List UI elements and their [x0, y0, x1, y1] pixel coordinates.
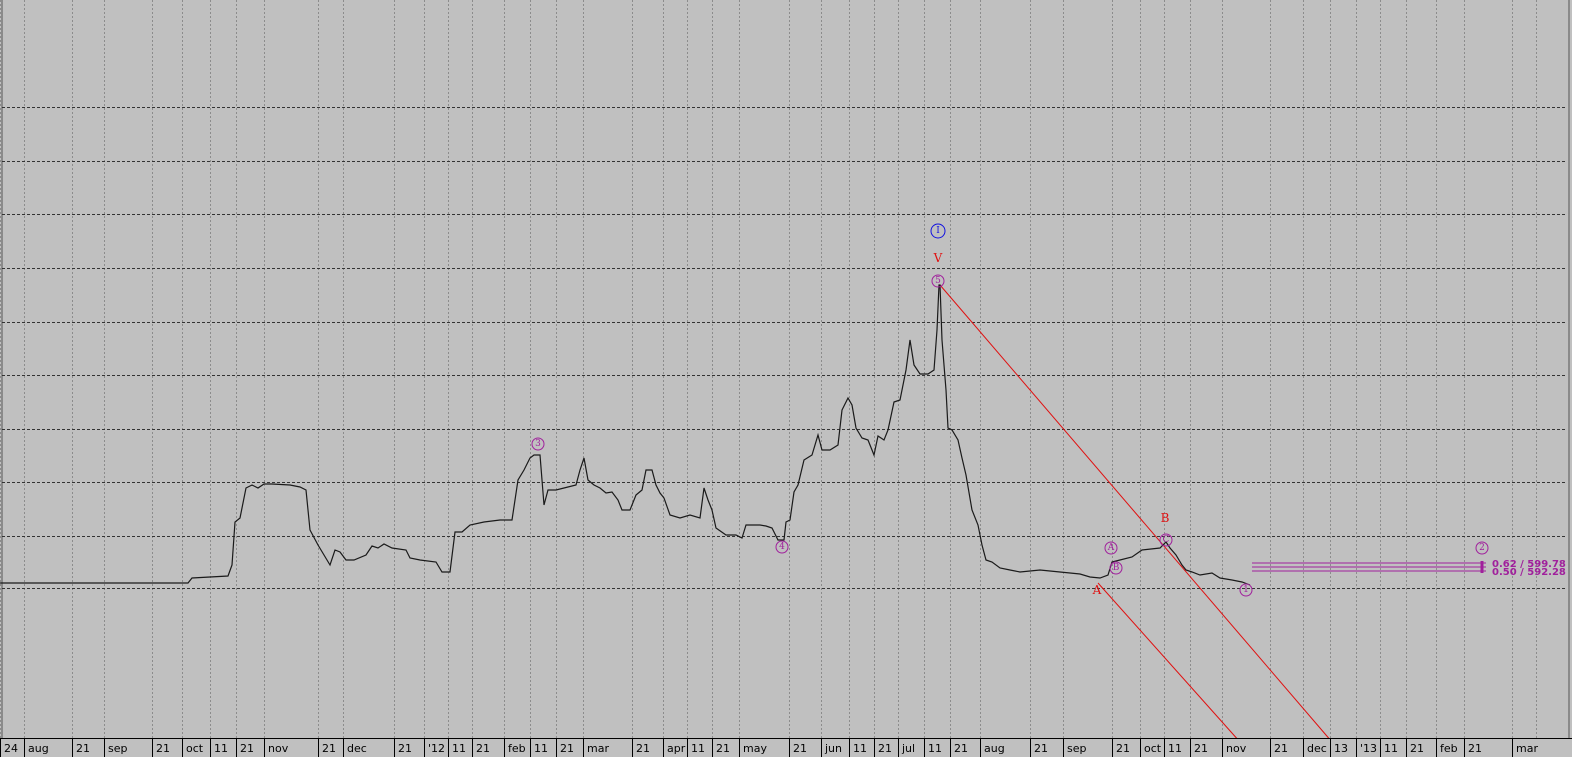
- x-axis-tick-label: sep: [108, 742, 127, 755]
- x-axis-tick-label: 24: [4, 742, 18, 755]
- x-axis-tick-label: feb: [508, 742, 526, 755]
- wave-circle-ring: [775, 540, 789, 554]
- x-axis-tick-label: 21: [793, 742, 807, 755]
- x-axis-tick-label: sep: [1067, 742, 1086, 755]
- wave-circle-text: C: [1163, 535, 1170, 545]
- x-axis-tick-label: aug: [984, 742, 1005, 755]
- x-axis-tick-label: 11: [928, 742, 942, 755]
- x-axis-tick-label: apr: [667, 742, 686, 755]
- x-axis-tick-label: 21: [76, 742, 90, 755]
- x-axis-tick-label: 11: [853, 742, 867, 755]
- price-series-line: [0, 284, 1251, 586]
- x-axis-band: [0, 738, 1572, 757]
- wave-circle-2: 2: [1475, 541, 1489, 555]
- price-level-label: 0.62 / 599.78: [1492, 559, 1566, 570]
- vertical-gridlines: [0, 0, 1570, 738]
- wave-circle-1: 1: [1239, 583, 1253, 597]
- x-axis-tick-label: dec: [347, 742, 367, 755]
- wave-circle-text: I: [936, 226, 940, 236]
- wave-circle-text: 3: [535, 439, 541, 449]
- wave-circle-text: 2: [1479, 543, 1485, 553]
- x-axis-tick-label: may: [743, 742, 767, 755]
- x-axis-tick-label: 21: [716, 742, 730, 755]
- x-axis-tick-label: 11: [1384, 742, 1398, 755]
- channel-line: [1097, 582, 1241, 743]
- x-axis-tick-label: 11: [1168, 742, 1182, 755]
- x-axis-tick-label: 11: [214, 742, 228, 755]
- x-axis-tick-label: nov: [268, 742, 289, 755]
- x-axis-tick-label: jul: [901, 742, 915, 755]
- x-axis-tick-label: 21: [1116, 742, 1130, 755]
- wave-circle-ring: [1104, 541, 1118, 555]
- wave-circle-c: C: [1159, 533, 1173, 547]
- projection-lines: [1252, 561, 1486, 573]
- wave-circle-ring: [931, 274, 945, 288]
- x-axis-tick-label: 21: [878, 742, 892, 755]
- wave-circle-text: 4: [779, 542, 785, 552]
- wave-circle-3: 3: [531, 437, 545, 451]
- x-axis-tick-label: 21: [560, 742, 574, 755]
- x-axis-tick-label: 21: [954, 742, 968, 755]
- x-axis-tick-label: 21: [240, 742, 254, 755]
- x-axis-tick-label: 21: [322, 742, 336, 755]
- x-axis-tick-label: nov: [1226, 742, 1247, 755]
- wave-letter-b: B: [1161, 511, 1170, 525]
- x-axis-tick-label: mar: [587, 742, 609, 755]
- x-axis-tick-label: dec: [1307, 742, 1327, 755]
- wave-circle-b: B: [1109, 561, 1123, 575]
- x-axis-tick-label: 21: [156, 742, 170, 755]
- x-axis-tick-label: 21: [1194, 742, 1208, 755]
- wave-letter-v: V: [933, 251, 943, 265]
- x-axis-tick-label: '13: [1360, 742, 1377, 755]
- x-axis-tick-label: 21: [636, 742, 650, 755]
- wave-circle-text: 5: [935, 276, 941, 286]
- wave-circle-text: A: [1107, 543, 1115, 553]
- x-axis-tick-label: '12: [428, 742, 445, 755]
- wave-circle-ring: [1159, 533, 1173, 547]
- wave-circle-ring: [531, 437, 545, 451]
- x-axis-tick-label: 13: [1334, 742, 1348, 755]
- x-axis-tick-label: mar: [1516, 742, 1538, 755]
- wave-circle-4: 4: [775, 540, 789, 554]
- x-axis-tick-label: jun: [824, 742, 842, 755]
- wave-circle-ring: [1109, 561, 1123, 575]
- wave-circle-a: A: [1104, 541, 1118, 555]
- wave-circle-text: 1: [1243, 585, 1249, 595]
- wave-circle-ring: [930, 223, 946, 239]
- wave-circle-5: 5: [931, 274, 945, 288]
- x-axis-tick-label: aug: [28, 742, 49, 755]
- wave-circle-ring: [1239, 583, 1253, 597]
- wave-circle-ring: [1475, 541, 1489, 555]
- x-axis-tick-label: oct: [186, 742, 204, 755]
- x-axis-tick-label: 21: [476, 742, 490, 755]
- x-axis-tick-label: 11: [691, 742, 705, 755]
- channel-line: [939, 284, 1333, 743]
- price-level-label: 0.50 / 592.28: [1492, 567, 1566, 578]
- x-axis-tick-label: 11: [452, 742, 466, 755]
- elliott-channel-lines: [939, 284, 1333, 743]
- x-axis-tick-label: 21: [398, 742, 412, 755]
- x-axis-tick-label: 21: [1034, 742, 1048, 755]
- x-axis-tick-label: oct: [1144, 742, 1162, 755]
- wave-circle-blue-i: I: [930, 223, 946, 239]
- x-axis-tick-label: 21: [1274, 742, 1288, 755]
- wave-letter-a: A: [1092, 583, 1102, 597]
- wave-circle-text: B: [1113, 563, 1120, 573]
- x-axis-tick-label: 11: [534, 742, 548, 755]
- x-axis-tick-label: feb: [1440, 742, 1458, 755]
- x-axis: 24 aug 21 sep 21 oct 11 21 nov 21 dec 21 '12 11 21 feb 1…: [0, 738, 1572, 757]
- x-axis-tick-label: 21: [1410, 742, 1424, 755]
- x-axis-tick-label: 21: [1468, 742, 1482, 755]
